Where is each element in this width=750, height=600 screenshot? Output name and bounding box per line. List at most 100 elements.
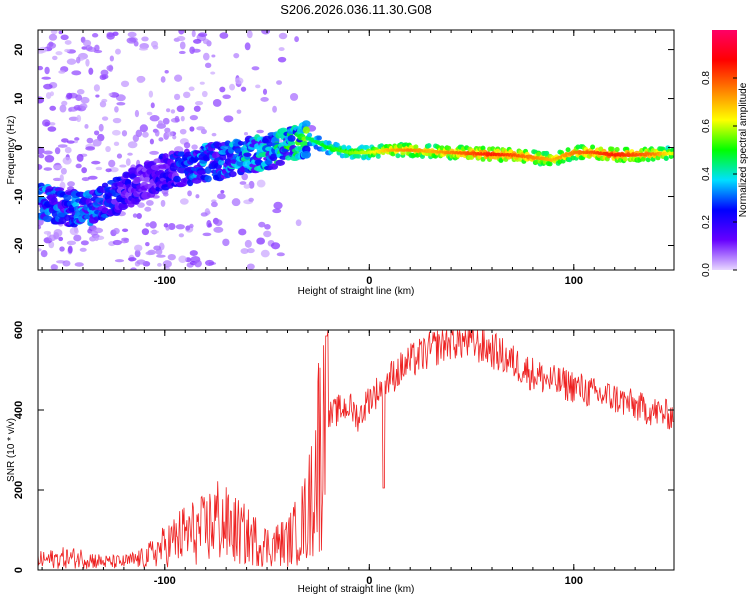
heatmap-cell xyxy=(275,159,286,166)
heatmap-cell xyxy=(243,152,252,157)
heatmap-cell xyxy=(121,130,128,137)
heatmap-cell xyxy=(127,141,138,149)
heatmap-cell xyxy=(160,76,166,83)
heatmap-cell xyxy=(202,232,212,237)
heatmap-cell xyxy=(145,222,151,227)
heatmap-cell xyxy=(49,105,57,111)
heatmap-cell xyxy=(134,249,141,258)
heatmap-cell xyxy=(121,237,129,241)
heatmap-cell xyxy=(174,74,183,82)
heatmap-cell xyxy=(137,202,145,208)
x-tick-label: 0 xyxy=(366,575,372,587)
x-tick-label: 100 xyxy=(565,275,583,287)
heatmap-cell xyxy=(234,77,244,85)
heatmap-cell xyxy=(547,161,553,167)
heatmap-cell xyxy=(95,94,100,98)
heatmap-cell xyxy=(194,259,202,268)
heatmap-cell xyxy=(94,44,100,52)
heatmap-cell xyxy=(150,102,155,109)
heatmap-cell xyxy=(220,190,225,194)
y-tick-label: 400 xyxy=(13,401,25,419)
heatmap-cell xyxy=(173,93,181,101)
heatmap-cell xyxy=(210,71,216,75)
snr-x-label: Height of straight line (km) xyxy=(298,584,415,595)
heatmap-cell xyxy=(74,262,84,267)
heatmap-cell xyxy=(144,206,152,212)
heatmap-cell xyxy=(341,144,347,150)
heatmap-cell xyxy=(179,198,189,205)
heatmap-cell xyxy=(294,36,299,43)
heatmap-cell xyxy=(277,56,287,63)
heatmap-cell xyxy=(149,138,155,145)
heatmap-cell xyxy=(66,92,73,100)
heatmap-cell xyxy=(67,245,73,254)
colorbar-tick-label: 0.2 xyxy=(701,215,712,229)
heatmap-cell xyxy=(61,100,68,106)
heatmap-cell xyxy=(158,137,164,142)
heatmap-cell xyxy=(145,241,150,247)
heatmap-cell xyxy=(38,146,45,155)
heatmap-cell xyxy=(670,147,674,153)
heatmap-cell xyxy=(640,156,646,162)
heatmap-cell xyxy=(139,124,149,133)
heatmap-cell xyxy=(80,96,90,104)
heatmap-cell xyxy=(43,150,53,155)
heatmap-cell xyxy=(229,83,236,91)
colorbar: 0.0 0.2 0.4 0.6 0.8 Normalized spectral ampl… xyxy=(701,30,749,277)
y-tick-label: 10 xyxy=(13,92,25,104)
heatmap-cell xyxy=(238,228,247,236)
heatmap-cell xyxy=(239,181,247,185)
heatmap-cell xyxy=(98,123,104,132)
heatmap-cell xyxy=(59,246,65,252)
heatmap-cell xyxy=(163,223,169,228)
heatmap-cell xyxy=(61,138,69,143)
colorbar-ticks: 0.0 0.2 0.4 0.6 0.8 xyxy=(701,71,737,277)
heatmap-cell xyxy=(136,213,142,219)
heatmap-cell xyxy=(38,48,45,54)
heatmap-cell xyxy=(85,146,96,151)
heatmap-cell xyxy=(211,54,216,58)
heatmap-cell xyxy=(168,222,176,230)
heatmap-cell xyxy=(75,56,81,64)
heatmap-cell xyxy=(91,33,99,38)
heatmap-cell xyxy=(60,34,69,41)
heatmap-cell xyxy=(178,30,185,35)
heatmap-cell xyxy=(276,252,285,257)
heatmap-cell xyxy=(149,221,157,229)
heatmap-cell xyxy=(307,132,313,138)
heatmap-cell xyxy=(64,40,72,45)
heatmap-cell xyxy=(111,129,121,136)
heatmap-cell xyxy=(149,115,160,122)
colorbar-tick-label: 0.8 xyxy=(701,71,712,85)
heatmap-cell xyxy=(139,43,150,50)
heatmap-cell xyxy=(53,229,63,237)
heatmap-cell xyxy=(204,62,212,69)
heatmap-cell xyxy=(130,267,137,270)
heatmap-cell xyxy=(186,179,194,187)
snr-y-label: SNR (10 * v/v) xyxy=(6,418,17,482)
heatmap-cell xyxy=(272,208,282,214)
heatmap-cell xyxy=(205,259,215,267)
heatmap-cell xyxy=(108,159,116,168)
heatmap-cell xyxy=(155,248,163,255)
heatmap-cell xyxy=(121,228,129,233)
heatmap-cell xyxy=(100,69,109,76)
heatmap-cell xyxy=(74,137,80,141)
heatmap-cell xyxy=(50,30,58,35)
heatmap-frame xyxy=(37,29,675,271)
heatmap-cell xyxy=(178,233,185,238)
heatmap-cell xyxy=(536,151,542,157)
heatmap-cell xyxy=(48,41,54,47)
heatmap-cell xyxy=(172,134,177,140)
heatmap-cell xyxy=(62,156,72,165)
heatmap-cell xyxy=(114,106,119,113)
heatmap-cell xyxy=(189,115,198,121)
colorbar-tick-label: 0.0 xyxy=(701,263,712,277)
heatmap-cell xyxy=(189,223,194,229)
heatmap-cell xyxy=(145,199,154,206)
heatmap-cell xyxy=(248,197,254,202)
heatmap-cell xyxy=(80,240,89,246)
heatmap-cell xyxy=(134,109,140,118)
heatmap-cell xyxy=(52,55,58,61)
